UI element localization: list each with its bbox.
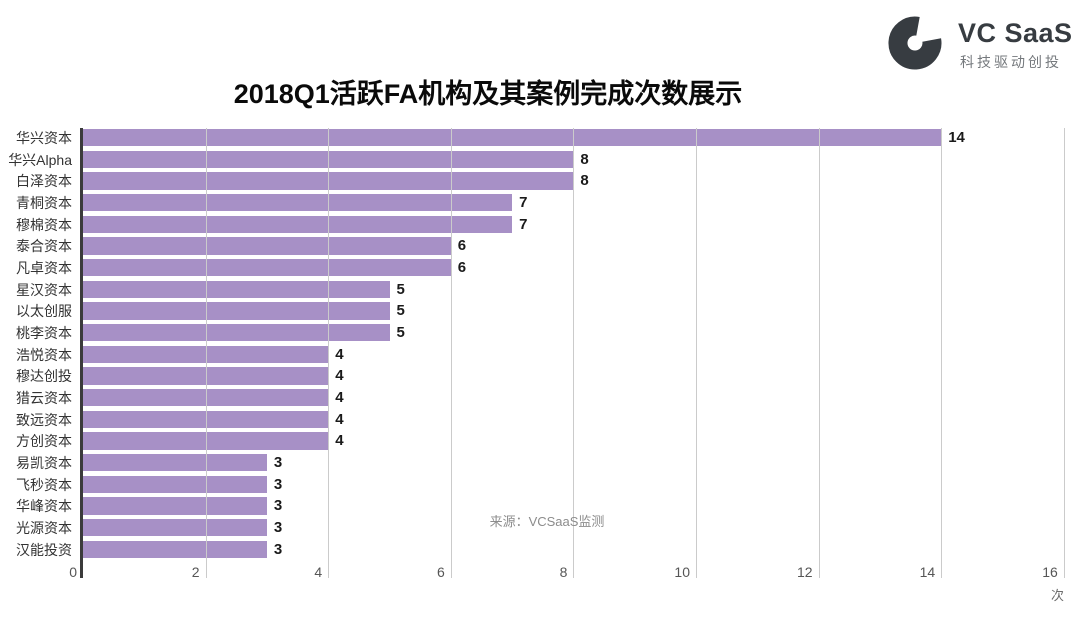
category-label: 星汉资本 <box>16 281 72 298</box>
bar-value-label: 6 <box>457 259 467 277</box>
bar <box>83 519 267 537</box>
category-label: 光源资本 <box>16 520 72 537</box>
bar <box>83 194 513 212</box>
bar-value-label: 4 <box>335 410 344 428</box>
x-tick-label-10: 10 <box>674 564 690 580</box>
bar <box>83 129 942 147</box>
x-tick-label-14: 14 <box>919 564 936 580</box>
category-label: 穆棉资本 <box>16 216 72 233</box>
category-label: 凡卓资本 <box>16 260 72 277</box>
category-label: 穆达创投 <box>16 368 72 385</box>
x-tick-label-0: 0 <box>69 564 77 580</box>
bar-value-label: 8 <box>580 150 589 168</box>
bar-value-label: 5 <box>396 324 405 342</box>
bar-value-label: 3 <box>273 454 283 472</box>
gridline-x-10 <box>696 128 697 578</box>
category-label: 泰合资本 <box>16 238 72 255</box>
category-label: 青桐资本 <box>16 195 72 211</box>
bar-value-label: 3 <box>273 475 283 493</box>
gridline-x-16 <box>1063 128 1065 578</box>
bar <box>83 215 513 233</box>
logo-tagline: 科技驱动创投 <box>960 54 1062 70</box>
category-label: 汉能投资 <box>16 541 72 558</box>
x-tick-label-4: 4 <box>314 564 323 580</box>
category-label: 华兴Alpha <box>8 151 72 168</box>
bar <box>83 540 267 559</box>
bar <box>83 280 390 298</box>
bar-value-label: 5 <box>396 280 405 298</box>
bar <box>83 259 451 277</box>
category-label: 华峰资本 <box>16 498 72 515</box>
x-tick-label-12: 12 <box>797 564 813 580</box>
x-tick-label-2: 2 <box>191 564 200 580</box>
vcsaas-c-mark-icon <box>888 16 942 70</box>
category-label: 致远资本 <box>16 411 72 428</box>
source-note: 来源：VCSaaS监测 <box>489 514 605 529</box>
x-tick-label-16: 16 <box>1042 564 1058 580</box>
category-label: 华兴资本 <box>16 130 72 146</box>
bar <box>83 497 267 515</box>
gridline-x-6 <box>450 128 452 578</box>
x-tick-label-8: 8 <box>559 564 568 580</box>
category-label: 方创资本 <box>16 433 72 450</box>
chart-title: 2018Q1活跃FA机构及其案例完成次数展示 <box>233 79 743 109</box>
bar <box>83 454 267 472</box>
gridline-x-12 <box>818 128 820 578</box>
bar-value-label: 7 <box>519 194 528 211</box>
bar-value-label: 4 <box>335 367 344 385</box>
bar <box>83 324 390 342</box>
category-label: 猎云资本 <box>16 390 72 407</box>
x-axis-unit-label: 次 <box>1050 588 1064 603</box>
bar-value-label: 3 <box>273 540 283 558</box>
bar-value-label: 14 <box>948 129 965 146</box>
category-label: 飞秒资本 <box>16 476 72 493</box>
category-label: 易凯资本 <box>16 455 72 472</box>
bar <box>83 302 390 320</box>
category-label: 桃李资本 <box>16 325 72 342</box>
category-label: 以太创服 <box>16 303 72 320</box>
bar <box>83 237 451 255</box>
bar-value-label: 5 <box>396 302 405 320</box>
gridline-x-4 <box>328 128 330 578</box>
bar-chart-plot-area: 0 2 4 6 8 10 12 14 16 华兴资本 14 华兴Alpha 8 白泽资本 8 青桐资本 7 穆棉资… <box>8 128 1065 580</box>
gridline-x-14 <box>941 128 943 578</box>
bar-value-label: 3 <box>273 497 283 515</box>
bar-value-label: 4 <box>335 345 344 363</box>
bar-value-label: 7 <box>519 215 528 233</box>
vcsaas-logo: VC SaaS 科技驱动创投 <box>884 6 1074 70</box>
bar-value-label: 6 <box>457 237 467 255</box>
logo-name: VC SaaS <box>958 18 1073 48</box>
gridline-x-2 <box>205 128 207 578</box>
bar-value-label: 4 <box>335 389 344 407</box>
x-tick-label-6: 6 <box>437 564 445 580</box>
bar-value-label: 3 <box>273 519 283 537</box>
bar <box>83 475 267 494</box>
y-axis-line <box>80 128 83 578</box>
bar-value-label: 8 <box>580 172 589 190</box>
bar-value-label: 4 <box>335 432 344 450</box>
gridline-x-8 <box>573 128 575 578</box>
category-label: 浩悦资本 <box>16 346 72 363</box>
category-label: 白泽资本 <box>16 173 72 190</box>
